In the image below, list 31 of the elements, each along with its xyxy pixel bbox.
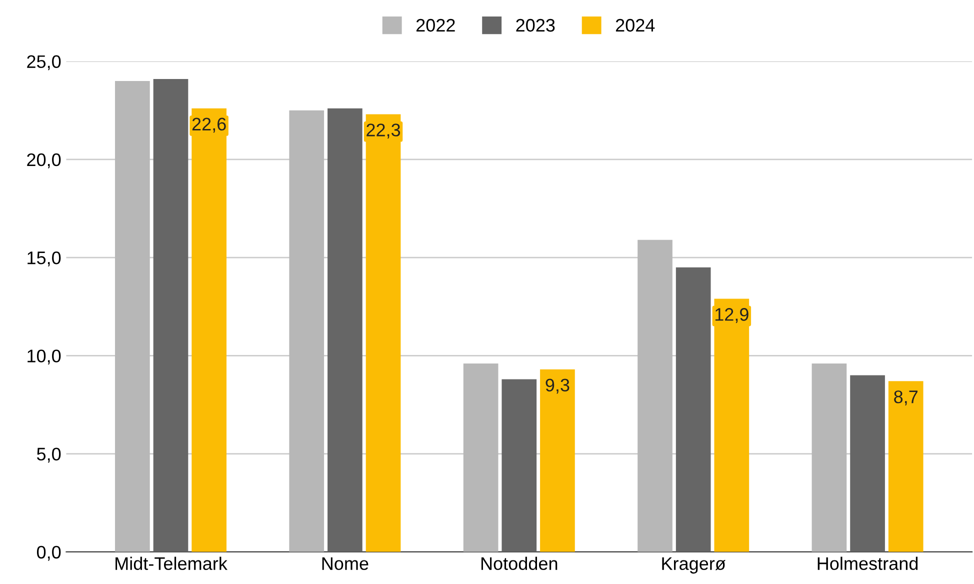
bar bbox=[289, 110, 324, 552]
x-tick-label: Kragerø bbox=[662, 557, 726, 574]
y-tick-label: 15,0 bbox=[28, 251, 61, 266]
y-tick-label: 5,0 bbox=[36, 448, 61, 463]
bar bbox=[638, 240, 672, 552]
bar bbox=[812, 364, 847, 552]
bar bbox=[502, 379, 537, 552]
y-tick-label: 25,0 bbox=[27, 55, 61, 70]
bar bbox=[850, 375, 885, 552]
x-tick-label: Holmestrand bbox=[818, 556, 918, 570]
x-tick-label: Midt-Telemark bbox=[116, 556, 228, 570]
y-tick-label: 0,0 bbox=[36, 546, 61, 561]
x-tick-label: Notodden bbox=[481, 556, 558, 570]
bar bbox=[463, 364, 498, 552]
legend-label: 2023 bbox=[516, 18, 555, 32]
data-label: 22,6 bbox=[192, 118, 226, 133]
data-label: 22,3 bbox=[366, 124, 400, 139]
bar bbox=[540, 369, 575, 552]
y-tick-label: 20,0 bbox=[27, 153, 61, 168]
legend-label: 2024 bbox=[616, 18, 655, 32]
x-tick-label: Nome bbox=[322, 557, 368, 570]
legend-label: 2022 bbox=[416, 18, 455, 32]
data-label: 8,7 bbox=[894, 390, 918, 406]
bar bbox=[676, 267, 711, 552]
bar bbox=[328, 108, 362, 552]
data-label: 12,9 bbox=[715, 308, 748, 323]
bar bbox=[115, 80, 150, 552]
data-label: 9,3 bbox=[546, 378, 570, 394]
bar bbox=[888, 381, 924, 552]
bar bbox=[153, 78, 188, 552]
y-tick-label: 10,0 bbox=[28, 350, 61, 365]
